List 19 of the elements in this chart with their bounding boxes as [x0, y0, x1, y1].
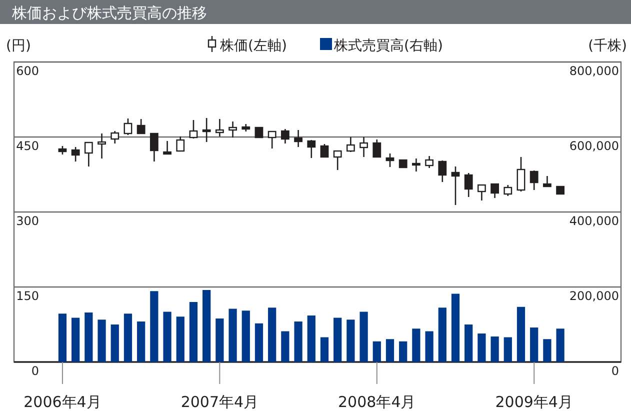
ytick: 600 [16, 64, 39, 78]
ytick: 0 [31, 364, 39, 378]
y2tick: 800,000 [569, 64, 619, 78]
ylabel: (円) [6, 38, 31, 54]
y2tick: 600,000 [569, 139, 619, 153]
y2tick: 200,000 [569, 289, 619, 303]
ytick: 150 [16, 289, 39, 303]
legend: 株価(左軸) [220, 38, 287, 54]
y2label: (千株) [588, 38, 627, 54]
xtick: 2007年4月 [180, 393, 259, 411]
y2tick: 0 [611, 364, 619, 378]
xtick: 2009年4月 [495, 393, 573, 411]
ytick: 450 [16, 139, 39, 153]
title: 株価および株式売買高の推移 [12, 4, 207, 22]
legend: 株式売買高(右軸) [334, 38, 443, 54]
y2tick: 400,000 [569, 214, 619, 228]
xtick: 2006年4月 [24, 393, 102, 411]
xtick: 2008年4月 [338, 393, 416, 411]
ytick: 300 [16, 214, 39, 228]
